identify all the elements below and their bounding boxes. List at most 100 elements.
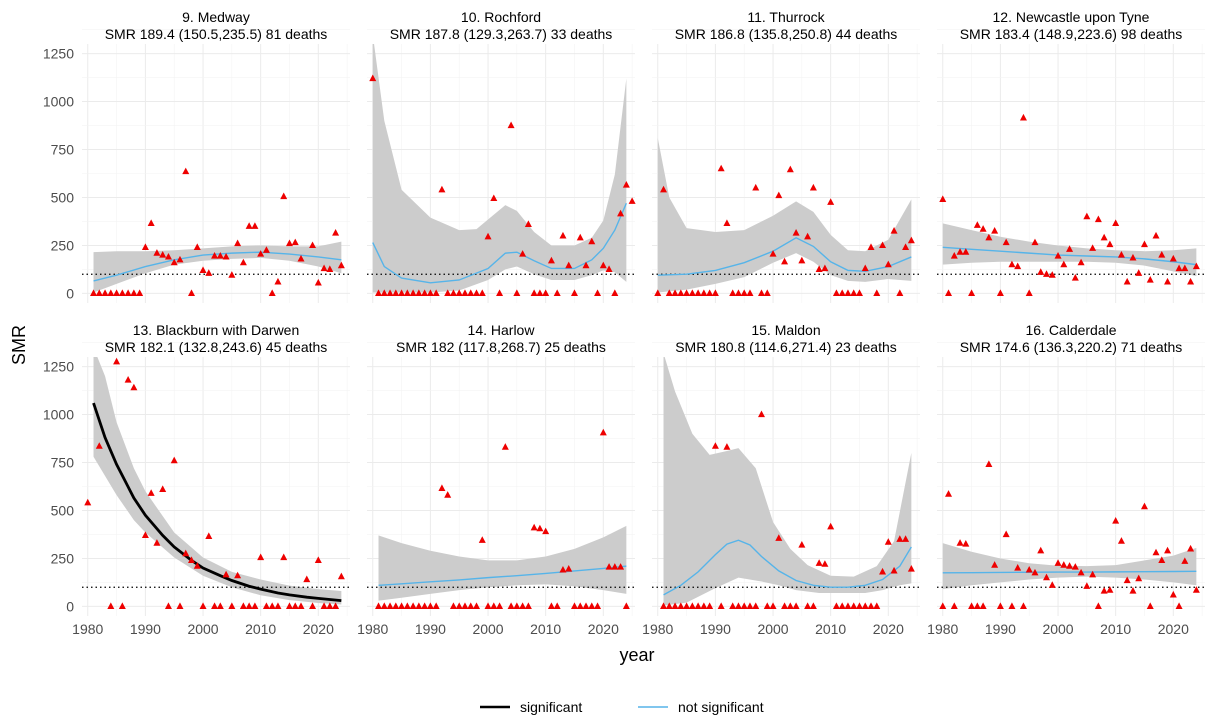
data-point: [1106, 586, 1114, 593]
data-point: [599, 428, 607, 436]
data-point: [717, 164, 725, 172]
data-point: [1117, 537, 1125, 544]
data-point: [1164, 546, 1172, 554]
data-point: [1123, 576, 1131, 584]
data-point: [723, 443, 731, 450]
data-point: [176, 602, 184, 610]
data-point: [182, 167, 190, 175]
data-point: [403, 602, 411, 610]
x-tick-label: 1990: [130, 621, 161, 637]
data-point: [821, 264, 829, 272]
data-point: [1140, 240, 1148, 248]
data-point: [1089, 244, 1097, 251]
data-point: [907, 564, 915, 572]
data-point: [809, 183, 817, 191]
data-point: [1146, 275, 1154, 283]
data-point: [513, 289, 521, 297]
data-point: [786, 602, 794, 610]
data-point: [879, 567, 887, 575]
confidence-band: [378, 525, 627, 601]
data-point: [879, 241, 887, 249]
data-point: [945, 289, 953, 297]
data-point: [746, 602, 754, 610]
data-point: [205, 532, 213, 539]
data-point: [211, 602, 219, 610]
data-point: [1014, 262, 1022, 270]
data-point: [611, 563, 619, 570]
data-point: [147, 219, 155, 226]
data-point: [392, 289, 400, 297]
data-point: [665, 602, 673, 610]
data-point: [199, 602, 207, 610]
data-point: [1100, 587, 1108, 594]
data-point: [1014, 564, 1022, 571]
data-point: [113, 289, 121, 297]
data-point: [844, 602, 852, 610]
data-point: [268, 289, 276, 297]
panel-title: 14. Harlow: [468, 322, 536, 338]
data-point: [176, 255, 184, 263]
x-tick-label: 2020: [873, 621, 904, 637]
data-point: [182, 549, 190, 557]
data-point: [1140, 502, 1148, 510]
data-point: [159, 251, 167, 258]
data-point: [309, 241, 317, 249]
confidence-band: [93, 357, 342, 605]
data-point: [473, 289, 481, 297]
data-point: [677, 289, 685, 297]
data-point: [804, 602, 812, 610]
data-point: [775, 191, 783, 199]
data-point: [1066, 245, 1074, 252]
data-point: [1048, 271, 1056, 278]
y-tick-label: 1000: [43, 407, 74, 423]
panel-subtitle: SMR 182.1 (132.8,243.6) 45 deaths: [105, 339, 328, 355]
data-point: [985, 233, 993, 241]
legend-significant-label: significant: [520, 699, 582, 715]
data-point: [386, 289, 394, 297]
data-point: [1002, 238, 1010, 246]
confidence-band: [372, 44, 627, 293]
data-point: [337, 572, 345, 580]
data-point: [421, 602, 429, 610]
data-point: [1192, 586, 1200, 593]
data-point: [617, 563, 625, 570]
data-point: [734, 602, 742, 610]
data-point: [130, 383, 138, 391]
data-point: [1043, 270, 1051, 277]
data-point: [1135, 269, 1143, 276]
data-point: [326, 265, 334, 273]
data-point: [611, 289, 619, 297]
data-point: [1025, 289, 1033, 297]
data-point: [723, 219, 731, 226]
data-point: [553, 289, 561, 297]
data-point: [956, 248, 964, 255]
data-point: [950, 602, 958, 610]
data-point: [907, 236, 915, 244]
y-tick-label: 750: [51, 455, 75, 471]
data-point: [124, 289, 132, 297]
data-point: [1094, 602, 1102, 610]
data-point: [1031, 568, 1039, 576]
data-point: [444, 289, 452, 297]
fit-line: [663, 539, 912, 596]
data-point: [222, 570, 230, 578]
data-point: [188, 289, 196, 297]
data-point: [781, 602, 789, 610]
data-point: [519, 602, 527, 610]
data-point: [1181, 557, 1189, 564]
data-point: [1025, 565, 1033, 573]
panel-title: 13. Blackburn with Darwen: [133, 322, 300, 338]
data-point: [461, 602, 469, 610]
data-point: [228, 271, 236, 278]
x-tick-label: 1990: [415, 621, 446, 637]
data-point: [660, 602, 668, 610]
panel-subtitle: SMR 180.8 (114.6,271.4) 23 deaths: [675, 339, 897, 355]
data-point: [536, 289, 544, 297]
panel-title: 11. Thurrock: [747, 9, 825, 25]
data-point: [588, 237, 596, 245]
y-axis-title: SMR: [9, 325, 29, 365]
x-tick-label: 2010: [815, 621, 846, 637]
data-point: [832, 602, 840, 610]
data-point: [309, 602, 317, 610]
data-point: [798, 256, 806, 264]
